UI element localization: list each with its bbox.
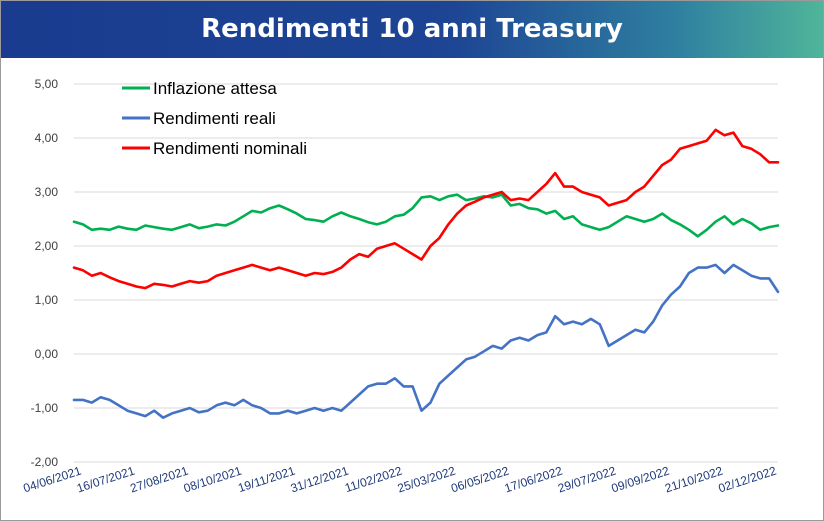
- title-banner: Rendimenti 10 anni Treasury: [1, 1, 823, 58]
- y-tick-label: 1,00: [35, 293, 59, 307]
- x-tick-label: 06/05/2022: [449, 463, 511, 495]
- y-tick-label: -1,00: [31, 401, 59, 415]
- y-tick-label: 2,00: [35, 239, 59, 253]
- x-tick-label: 16/07/2021: [75, 463, 137, 495]
- x-tick-label: 27/08/2021: [128, 463, 190, 495]
- x-tick-label: 21/10/2022: [663, 463, 725, 495]
- x-tick-label: 09/09/2022: [610, 463, 672, 495]
- legend: Inflazione attesa Rendimenti reali Rendime…: [122, 79, 307, 158]
- gridlines: [74, 83, 778, 463]
- y-tick-label: 5,00: [35, 77, 59, 91]
- x-axis: 04/06/202116/07/202127/08/202108/10/2021…: [21, 463, 778, 495]
- legend-label: Rendimenti reali: [153, 109, 276, 128]
- series-line: [72, 193, 780, 238]
- legend-label: Inflazione attesa: [153, 79, 277, 98]
- x-tick-label: 11/02/2022: [343, 463, 404, 495]
- x-tick-label: 25/03/2022: [396, 463, 458, 495]
- series-lines: [72, 128, 780, 420]
- x-tick-label: 29/07/2022: [556, 463, 618, 495]
- y-tick-label: 0,00: [35, 347, 59, 361]
- x-tick-label: 08/10/2021: [182, 463, 244, 495]
- chart-title: Rendimenti 10 anni Treasury: [201, 14, 623, 44]
- series-line: [72, 263, 780, 420]
- x-tick-label: 17/06/2022: [503, 463, 565, 495]
- legend-label: Rendimenti nominali: [153, 139, 307, 158]
- y-tick-label: -2,00: [31, 455, 59, 469]
- x-tick-label: 31/12/2021: [289, 463, 351, 495]
- x-tick-label: 02/12/2022: [717, 463, 779, 495]
- y-tick-label: 4,00: [35, 131, 59, 145]
- y-axis: -2,00 -1,00 0,00 1,00 2,00 3,00 4,00 5,00: [31, 77, 59, 469]
- x-tick-label: 19/11/2021: [236, 463, 297, 495]
- series-line: [72, 128, 780, 290]
- y-tick-label: 3,00: [35, 185, 59, 199]
